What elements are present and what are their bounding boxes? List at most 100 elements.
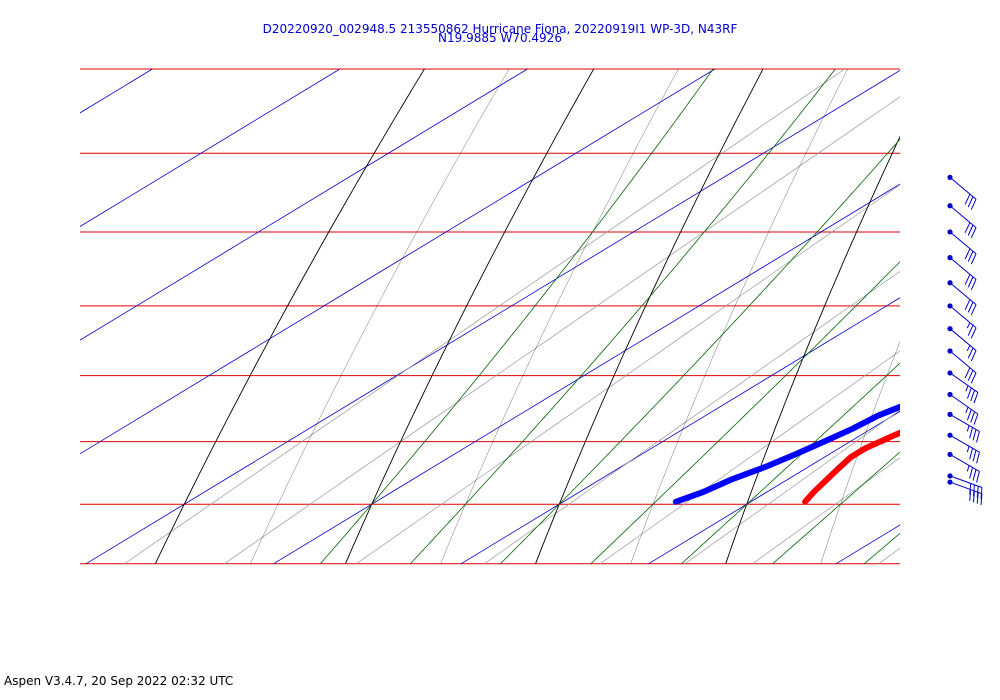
wind-barb-feather bbox=[964, 367, 971, 379]
wind-barb-feather bbox=[972, 490, 975, 503]
wind-barb-feather bbox=[976, 471, 980, 483]
isotherm-line bbox=[648, 410, 900, 565]
isotherms bbox=[80, 69, 900, 565]
wind-barb-staff bbox=[949, 257, 977, 280]
moist-adiabat-line bbox=[863, 532, 900, 565]
moist-adiabat-line bbox=[590, 261, 900, 565]
wind-barb bbox=[947, 370, 979, 404]
wind-barb-feather bbox=[967, 347, 974, 359]
wind-barb-feather bbox=[970, 327, 977, 339]
chart-subtitle: N19.9885 W70.4926 bbox=[438, 31, 562, 45]
wind-barb-feather bbox=[966, 409, 972, 421]
wind-barb-staff bbox=[949, 328, 977, 351]
wind-barb bbox=[947, 391, 979, 425]
wind-barb-feather bbox=[969, 427, 974, 439]
moist-adiabats bbox=[319, 69, 900, 565]
wind-barb bbox=[947, 255, 977, 291]
wind-barb bbox=[947, 203, 977, 239]
wind-barb-feather bbox=[969, 448, 974, 460]
isotherm-line bbox=[80, 69, 528, 341]
wind-barb-feather bbox=[970, 304, 977, 316]
dry-adiabat-line bbox=[440, 69, 679, 564]
dry-adiabat-line bbox=[725, 135, 900, 564]
wind-barb-half-feather bbox=[966, 446, 970, 453]
wind-barb-feather bbox=[964, 274, 971, 285]
isotherm-line bbox=[80, 69, 341, 227]
wind-barb-feather bbox=[970, 227, 977, 239]
chart-title: D20220920_002948.5 213550862 Hurricane F… bbox=[263, 22, 738, 36]
wind-barb-feather bbox=[972, 429, 977, 441]
mixing-ratio-line bbox=[752, 457, 900, 565]
wind-barb-feather bbox=[967, 196, 974, 208]
mixing-ratio-line bbox=[970, 69, 1000, 564]
mixing-ratio-lines bbox=[124, 69, 1000, 565]
wind-barb-feather bbox=[976, 431, 980, 443]
wind-barb-feather bbox=[967, 301, 974, 313]
wind-barb-feather bbox=[967, 370, 974, 381]
wind-barb-half-feather bbox=[966, 345, 971, 352]
mixing-ratio-line bbox=[599, 350, 900, 565]
wind-barb-feather bbox=[969, 467, 974, 479]
wind-barb bbox=[947, 326, 977, 362]
wind-barb-feather bbox=[964, 222, 971, 234]
dry-adiabat-line bbox=[250, 69, 510, 564]
sounding-profiles bbox=[672, 403, 900, 505]
wind-barb-staff bbox=[949, 394, 979, 415]
isotherm-line bbox=[85, 69, 900, 565]
dry-adiabat-line bbox=[535, 69, 764, 564]
wind-barb-feather bbox=[967, 276, 974, 288]
wind-barb-feather bbox=[970, 253, 977, 265]
wind-barb-feather bbox=[964, 193, 971, 205]
mixing-ratio-line bbox=[484, 271, 900, 565]
isobars bbox=[80, 68, 900, 565]
wind-barb-half-feather bbox=[966, 322, 971, 329]
mixing-ratio-line bbox=[356, 184, 900, 565]
mixing-ratio-line bbox=[124, 69, 846, 565]
wind-barb-feather bbox=[973, 413, 979, 425]
wind-barb bbox=[947, 229, 977, 265]
isotherm-line bbox=[460, 297, 900, 565]
wind-barb-half-feather bbox=[965, 385, 969, 392]
wind-barb-staff bbox=[949, 454, 980, 472]
wind-barb-staff bbox=[949, 305, 977, 329]
wind-barb-feather bbox=[972, 450, 977, 462]
wind-barb bbox=[947, 473, 983, 499]
temperature-profile bbox=[802, 429, 900, 505]
wind-barb-feather bbox=[966, 387, 972, 399]
wind-barb bbox=[947, 174, 977, 210]
footer-version: Aspen V3.4.7, 20 Sep 2022 02:32 UTC bbox=[4, 674, 234, 688]
wind-barb-feather bbox=[970, 199, 977, 210]
isotherm-line bbox=[80, 69, 716, 455]
wind-barb-staff bbox=[949, 481, 983, 495]
wind-barb-staff bbox=[949, 282, 977, 305]
wind-barb-feather bbox=[964, 248, 971, 260]
moist-adiabat-line bbox=[681, 362, 900, 565]
moist-adiabat-line bbox=[500, 138, 900, 565]
wind-barb-feather bbox=[967, 325, 974, 336]
dry-adiabat-line bbox=[916, 69, 1000, 564]
wind-barb-feather bbox=[964, 299, 971, 311]
moist-adiabat-line bbox=[410, 69, 836, 565]
isotherm-line bbox=[273, 183, 900, 565]
wind-barb-half-feather bbox=[966, 465, 970, 472]
wind-barb bbox=[947, 479, 983, 506]
wind-barb-feather bbox=[970, 279, 977, 291]
wind-barb-staff bbox=[949, 413, 980, 432]
mixing-ratio-line bbox=[224, 96, 900, 565]
isotherm-line bbox=[80, 69, 153, 114]
wind-barb-staff bbox=[949, 434, 980, 453]
wind-barb-feather bbox=[970, 350, 977, 362]
wind-barb bbox=[947, 280, 977, 316]
dry-adiabat-line bbox=[630, 69, 848, 564]
wind-barbs bbox=[947, 174, 983, 506]
dewpoint-profile bbox=[672, 403, 900, 505]
wind-barb-feather bbox=[970, 390, 976, 402]
wind-barb bbox=[947, 303, 977, 339]
dry-adiabats bbox=[154, 69, 1000, 564]
wind-barb bbox=[947, 348, 977, 384]
wind-barb-feather bbox=[976, 452, 980, 464]
moist-adiabat-line bbox=[772, 451, 900, 565]
dry-adiabat-line bbox=[154, 69, 425, 564]
dry-adiabat-line bbox=[820, 340, 900, 564]
